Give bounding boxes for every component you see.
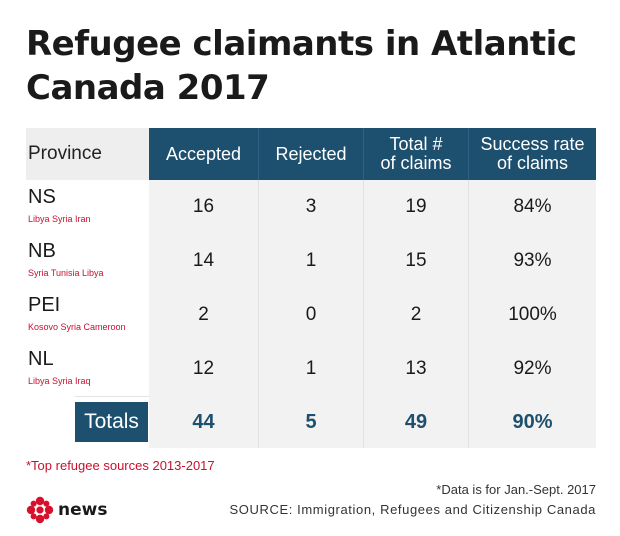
- totals-spacer: [26, 396, 75, 448]
- table-row: NB Syria Tunisia Libya 14 1 15 93%: [26, 234, 596, 289]
- accepted-cell: 14: [149, 234, 259, 288]
- cbc-news-logo: news: [26, 496, 107, 524]
- cbc-gem-icon: [26, 496, 54, 524]
- province-code: NS: [28, 186, 56, 208]
- accepted-cell: 2: [149, 288, 259, 342]
- rejected-cell: 3: [259, 180, 364, 234]
- rejected-cell: 0: [259, 288, 364, 342]
- province-sources: Libya Syria Iraq: [28, 376, 91, 386]
- accepted-cell: 16: [149, 180, 259, 234]
- total-cell: 13: [364, 342, 469, 396]
- logo-wordmark: news: [58, 500, 108, 520]
- rate-cell: 100%: [469, 288, 596, 342]
- header-rate-line1: Success rate: [480, 134, 585, 154]
- header-rate: Success rate of claims: [469, 128, 596, 180]
- header-total-line1: Total #: [389, 134, 443, 154]
- province-cell: NS Libya Syria Iran: [26, 180, 149, 234]
- total-cell: 2: [364, 288, 469, 342]
- table-row: NL Libya Syria Iraq 12 1 13 92%: [26, 342, 596, 397]
- rejected-cell: 1: [259, 342, 364, 396]
- total-cell: 19: [364, 180, 469, 234]
- province-code: PEI: [28, 294, 61, 316]
- table-row: NS Libya Syria Iran 16 3 19 84%: [26, 180, 596, 235]
- province-sources: Libya Syria Iran: [28, 214, 91, 224]
- table-header-row: Province Accepted Rejected Total # of cl…: [26, 128, 596, 180]
- header-total: Total # of claims: [364, 128, 469, 180]
- source-credit: SOURCE: Immigration, Refugees and Citize…: [229, 502, 596, 517]
- totals-label: Totals: [75, 402, 148, 442]
- sources-footnote: *Top refugee sources 2013-2017: [26, 458, 215, 473]
- province-cell: NB Syria Tunisia Libya: [26, 234, 149, 288]
- province-code: NB: [28, 240, 56, 262]
- total-cell: 15: [364, 234, 469, 288]
- totals-rate: 90%: [469, 396, 596, 448]
- header-accepted: Accepted: [149, 128, 259, 180]
- province-sources: Kosovo Syria Cameroon: [28, 322, 126, 332]
- table-row: PEI Kosovo Syria Cameroon 2 0 2 100%: [26, 288, 596, 343]
- accepted-cell: 12: [149, 342, 259, 396]
- rate-cell: 84%: [469, 180, 596, 234]
- rejected-cell: 1: [259, 234, 364, 288]
- rate-cell: 93%: [469, 234, 596, 288]
- totals-rejected: 5: [259, 396, 364, 448]
- data-period-note: *Data is for Jan.-Sept. 2017: [436, 482, 596, 497]
- totals-accepted: 44: [149, 396, 259, 448]
- province-sources: Syria Tunisia Libya: [28, 268, 104, 278]
- header-rejected: Rejected: [259, 128, 364, 180]
- province-cell: PEI Kosovo Syria Cameroon: [26, 288, 149, 342]
- header-total-line2: of claims: [380, 153, 452, 173]
- rate-cell: 92%: [469, 342, 596, 396]
- province-cell: NL Libya Syria Iraq: [26, 342, 149, 396]
- totals-row: Totals 44 5 49 90%: [26, 396, 596, 448]
- header-province: Province: [26, 128, 149, 180]
- province-code: NL: [28, 348, 54, 370]
- totals-total: 49: [364, 396, 469, 448]
- chart-title: Refugee claimants in Atlantic Canada 201…: [26, 24, 577, 108]
- header-rate-line2: of claims: [496, 153, 568, 173]
